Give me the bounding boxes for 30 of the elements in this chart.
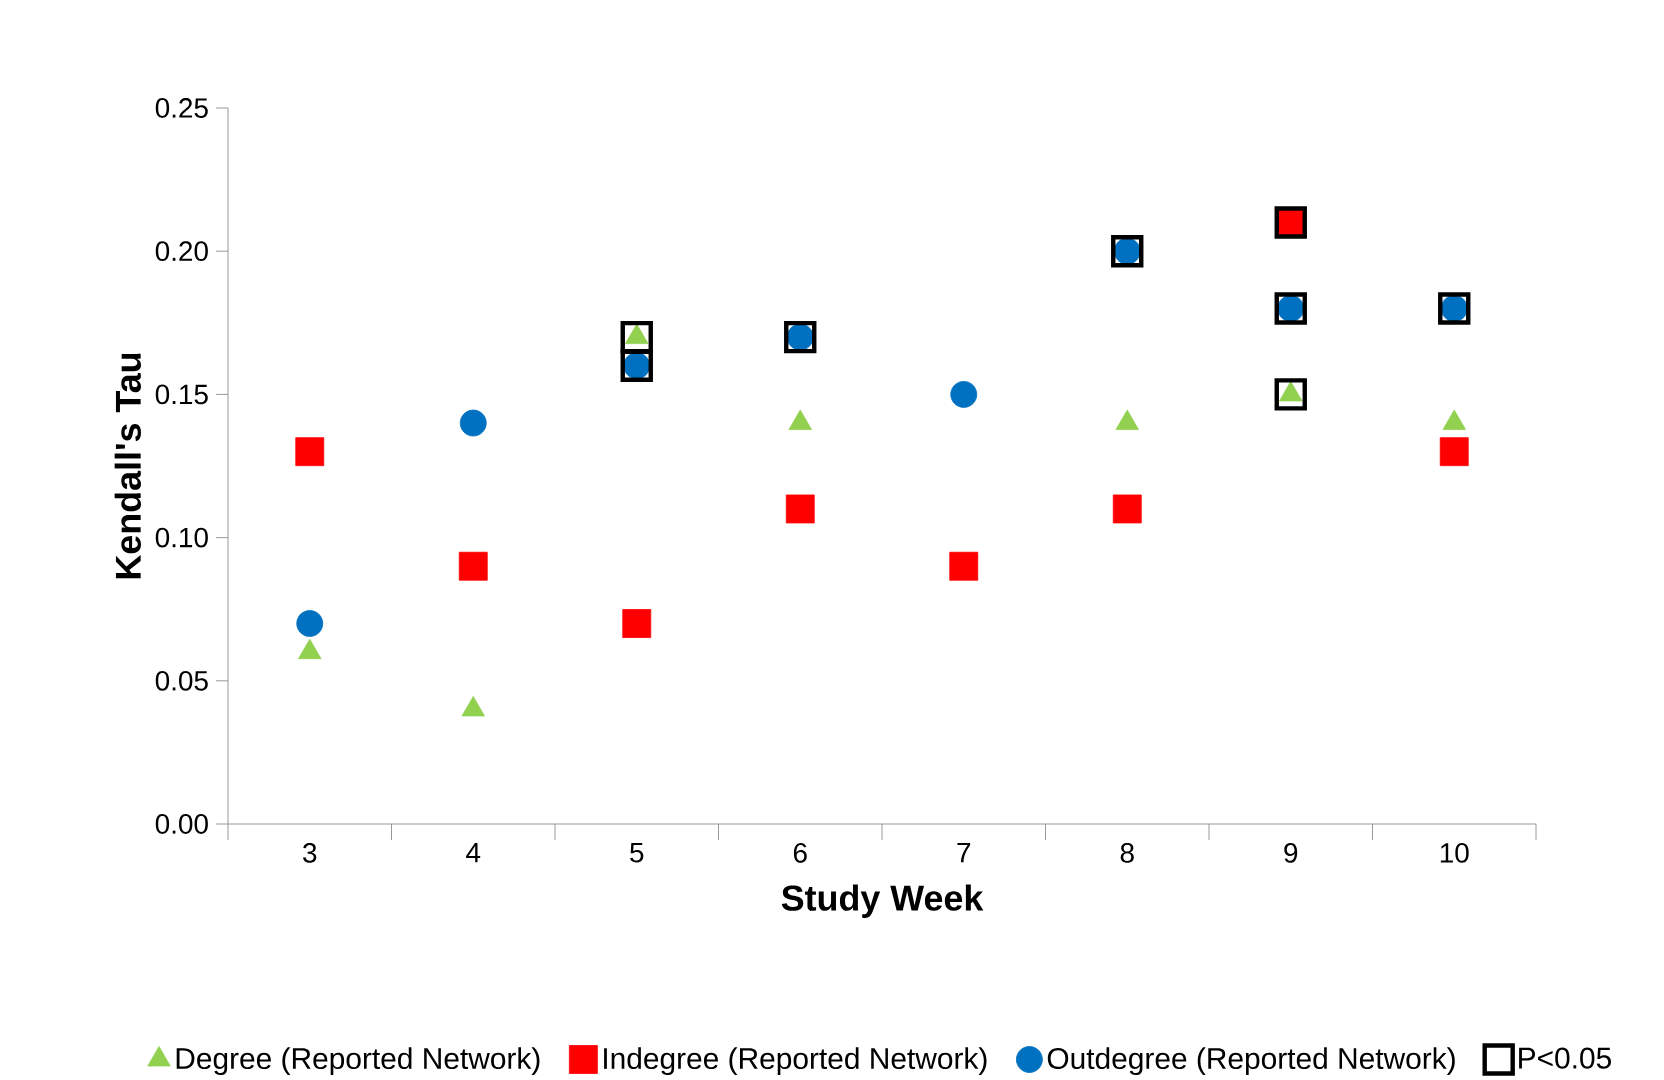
- y-axis-title: Kendall's Tau: [114, 353, 141, 579]
- x-tick-label: 7: [957, 843, 971, 863]
- point: [1439, 437, 1469, 467]
- x-tick-label: 6: [793, 843, 807, 863]
- x-tick-label: 10: [1440, 843, 1469, 863]
- x-tick-label: 9: [1284, 843, 1298, 863]
- point: [622, 609, 652, 638]
- point: [785, 494, 815, 524]
- y-tick-label: 0.05: [155, 670, 208, 691]
- y-tick-label: 0.25: [155, 98, 208, 118]
- point: [459, 409, 487, 437]
- y-tick-label: 0.20: [155, 241, 208, 262]
- legend-label: Indegree (Reported Network): [604, 1047, 987, 1076]
- point: [950, 381, 978, 408]
- legend-label: Degree (Reported Network): [176, 1047, 540, 1076]
- y-tick-label: 0.00: [155, 814, 208, 834]
- point: [295, 437, 325, 467]
- y-tick-label: 0.10: [155, 527, 208, 548]
- point: [1112, 494, 1142, 524]
- x-tick-label: 4: [466, 843, 481, 863]
- x-axis-title: Study Week: [781, 884, 984, 918]
- x-tick-label: 3: [303, 843, 317, 863]
- legend-label: P<0.05: [1519, 1047, 1611, 1069]
- legend-label: Outdegree (Reported Network): [1047, 1047, 1455, 1076]
- point: [458, 551, 488, 581]
- x-tick-label: 5: [630, 843, 644, 863]
- x-tick-label: 8: [1120, 843, 1134, 863]
- y-tick-label: 0.15: [155, 384, 208, 405]
- point: [296, 610, 324, 637]
- point: [949, 551, 979, 581]
